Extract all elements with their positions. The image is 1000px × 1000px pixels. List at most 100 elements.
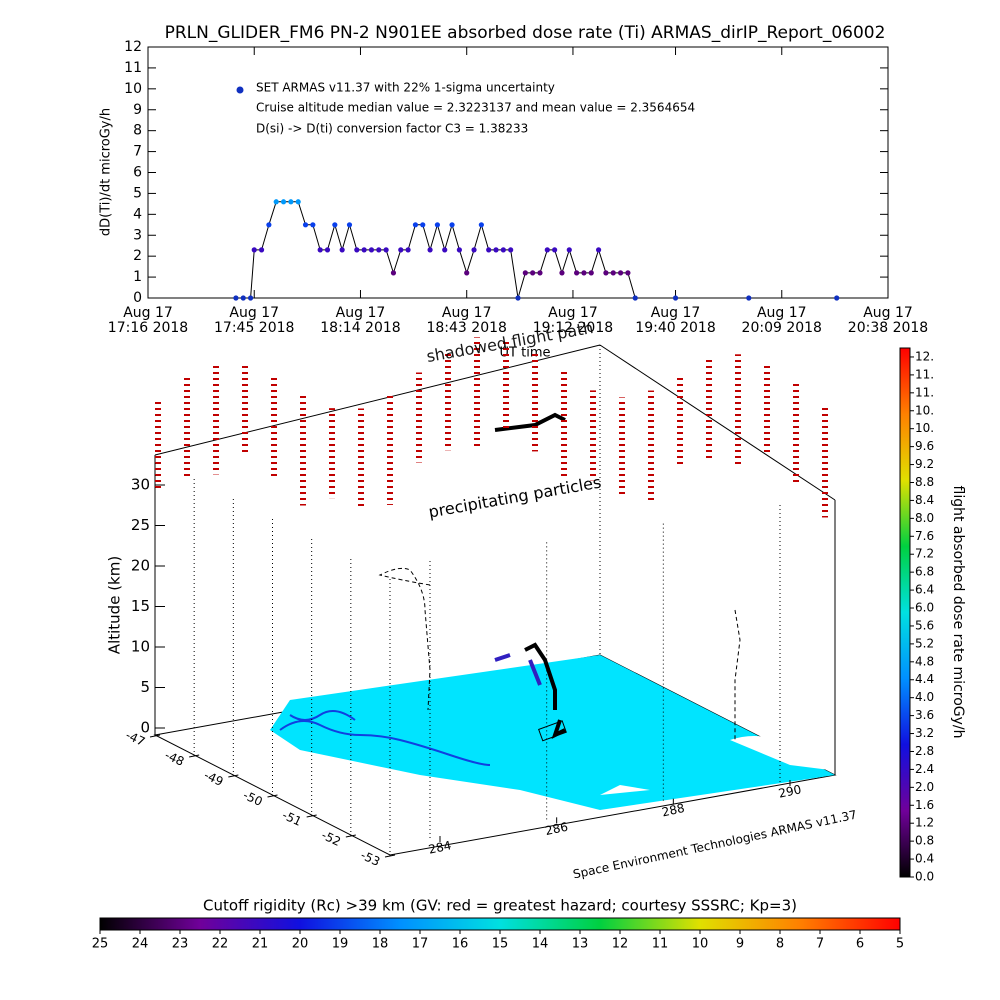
data-point bbox=[412, 222, 419, 228]
data-point bbox=[258, 247, 265, 253]
y-tick-label: -50 bbox=[241, 788, 265, 809]
y-tick-label: 6 bbox=[133, 165, 142, 181]
colorbar-tick-label: 5 bbox=[896, 937, 904, 952]
data-point bbox=[746, 295, 752, 301]
data-point bbox=[339, 247, 345, 253]
data-point bbox=[537, 270, 543, 276]
colorbar-tick-label: 7.2 bbox=[915, 547, 934, 561]
data-point bbox=[398, 247, 404, 253]
y-tick-label: 11 bbox=[124, 60, 142, 76]
colorbar-tick-label: 4.0 bbox=[915, 690, 934, 704]
data-point bbox=[354, 247, 360, 253]
colorbar bbox=[899, 347, 911, 878]
data-point bbox=[361, 247, 367, 253]
rigidity-column bbox=[735, 354, 741, 465]
data-point bbox=[233, 295, 239, 301]
chart-title: PRLN_GLIDER_FM6 PN-2 N901EE absorbed dos… bbox=[165, 23, 886, 43]
colorbar-tick-label: 21 bbox=[252, 937, 269, 952]
z-tick-label: 5 bbox=[140, 678, 150, 696]
colorbar-tick-label: 0.4 bbox=[915, 852, 934, 866]
scene bbox=[153, 344, 837, 856]
x-tick-label: Aug 17 17:45 2018 bbox=[214, 305, 295, 336]
data-point bbox=[456, 247, 462, 253]
colorbar-tick-label: 16 bbox=[452, 937, 469, 952]
legend-label: SET ARMAS v11.37 with 22% 1-sigma uncert… bbox=[256, 81, 555, 95]
colorbar-tick-label: 2.0 bbox=[915, 780, 934, 794]
colorbar-tick-label: 8.4 bbox=[915, 493, 934, 507]
colorbar-label: Cutoff rigidity (Rc) >39 km (GV: red = g… bbox=[203, 897, 797, 915]
rigidity-columns bbox=[155, 337, 828, 518]
colorbar-tick-label: 7 bbox=[816, 937, 824, 952]
colorbar-tick-label: 5.2 bbox=[915, 636, 934, 650]
rigidity-column bbox=[706, 359, 712, 460]
colorbar-tick-label: 8 bbox=[776, 937, 784, 952]
annotation: D(si) -> D(ti) conversion factor C3 = 1.… bbox=[256, 122, 528, 136]
z-axis-label: Altitude (km) bbox=[106, 556, 124, 654]
data-point bbox=[530, 270, 536, 276]
colorbar-tick-label: 6.0 bbox=[915, 601, 934, 615]
data-point bbox=[617, 270, 624, 276]
colorbar-tick-label: 11. bbox=[915, 367, 934, 381]
rigidity-column bbox=[387, 394, 393, 505]
land bbox=[270, 655, 835, 810]
rigidity-column bbox=[503, 338, 509, 429]
y-tick-label: 10 bbox=[124, 81, 142, 97]
data-point bbox=[280, 199, 287, 205]
data-point bbox=[383, 247, 389, 253]
data-point bbox=[588, 270, 594, 276]
data-point bbox=[672, 295, 679, 301]
annotation: Space Environment Technologies ARMAS v11… bbox=[572, 808, 858, 882]
data-point bbox=[552, 247, 558, 253]
axis-edge bbox=[599, 344, 836, 501]
data-point bbox=[434, 222, 441, 228]
colorbar-tick-label: 8.8 bbox=[915, 475, 934, 489]
data-point bbox=[449, 222, 455, 228]
flight-path bbox=[494, 412, 566, 739]
data-point bbox=[251, 247, 257, 253]
rigidity-column bbox=[242, 365, 248, 456]
colorbar-tick-label: 24 bbox=[132, 937, 149, 952]
rigidity-column bbox=[300, 395, 306, 506]
y-tick-label: 1 bbox=[133, 269, 142, 285]
colorbar-tick-label: 20 bbox=[292, 937, 309, 952]
coastline bbox=[279, 710, 491, 766]
y-tick-label: 3 bbox=[133, 227, 142, 243]
colorbar-tick-label: 4.8 bbox=[915, 654, 934, 668]
data-point bbox=[574, 270, 580, 276]
y-tick-label: 2 bbox=[133, 248, 142, 264]
flight-path bbox=[494, 653, 542, 686]
colorbar-tick-label: 18 bbox=[372, 937, 389, 952]
data-point bbox=[625, 270, 631, 276]
y-tick-label: 0 bbox=[133, 290, 142, 306]
data-point bbox=[603, 270, 609, 276]
colorbar-tick-label: 17 bbox=[412, 937, 429, 952]
colorbar-tick-label: 4.4 bbox=[915, 672, 934, 686]
x-tick-label: 284 bbox=[427, 838, 452, 856]
x-tick-label: 286 bbox=[544, 820, 569, 838]
colorbar-tick-label: 23 bbox=[172, 937, 189, 952]
rigidity-column bbox=[764, 362, 770, 453]
data-point bbox=[632, 295, 638, 301]
rigidity-column bbox=[822, 407, 828, 518]
y-tick-label: -51 bbox=[280, 808, 304, 829]
x-tick-label: Aug 17 18:14 2018 bbox=[320, 305, 401, 336]
data-point bbox=[288, 199, 294, 205]
colorbar-tick-label: 22 bbox=[212, 937, 229, 952]
y-tick-label: 12 bbox=[124, 39, 142, 55]
data-point bbox=[266, 222, 272, 228]
colorbar-tick-label: 0.0 bbox=[915, 870, 934, 884]
colorbar-tick-label: 5.6 bbox=[915, 618, 934, 632]
data-point bbox=[493, 247, 499, 253]
rigidity-column bbox=[445, 350, 451, 451]
data-point bbox=[581, 270, 587, 276]
rigidity-column bbox=[416, 372, 422, 463]
colorbar-tick-label: 11 bbox=[652, 937, 669, 952]
data-point bbox=[834, 295, 840, 301]
rigidity-column bbox=[532, 351, 538, 452]
data-point bbox=[324, 247, 331, 253]
data-point bbox=[376, 247, 382, 253]
y-tick-label: 4 bbox=[133, 206, 142, 222]
data-point bbox=[559, 270, 565, 276]
x-tick-label: Aug 17 17:16 2018 bbox=[107, 305, 189, 336]
rigidity-column bbox=[358, 408, 364, 509]
